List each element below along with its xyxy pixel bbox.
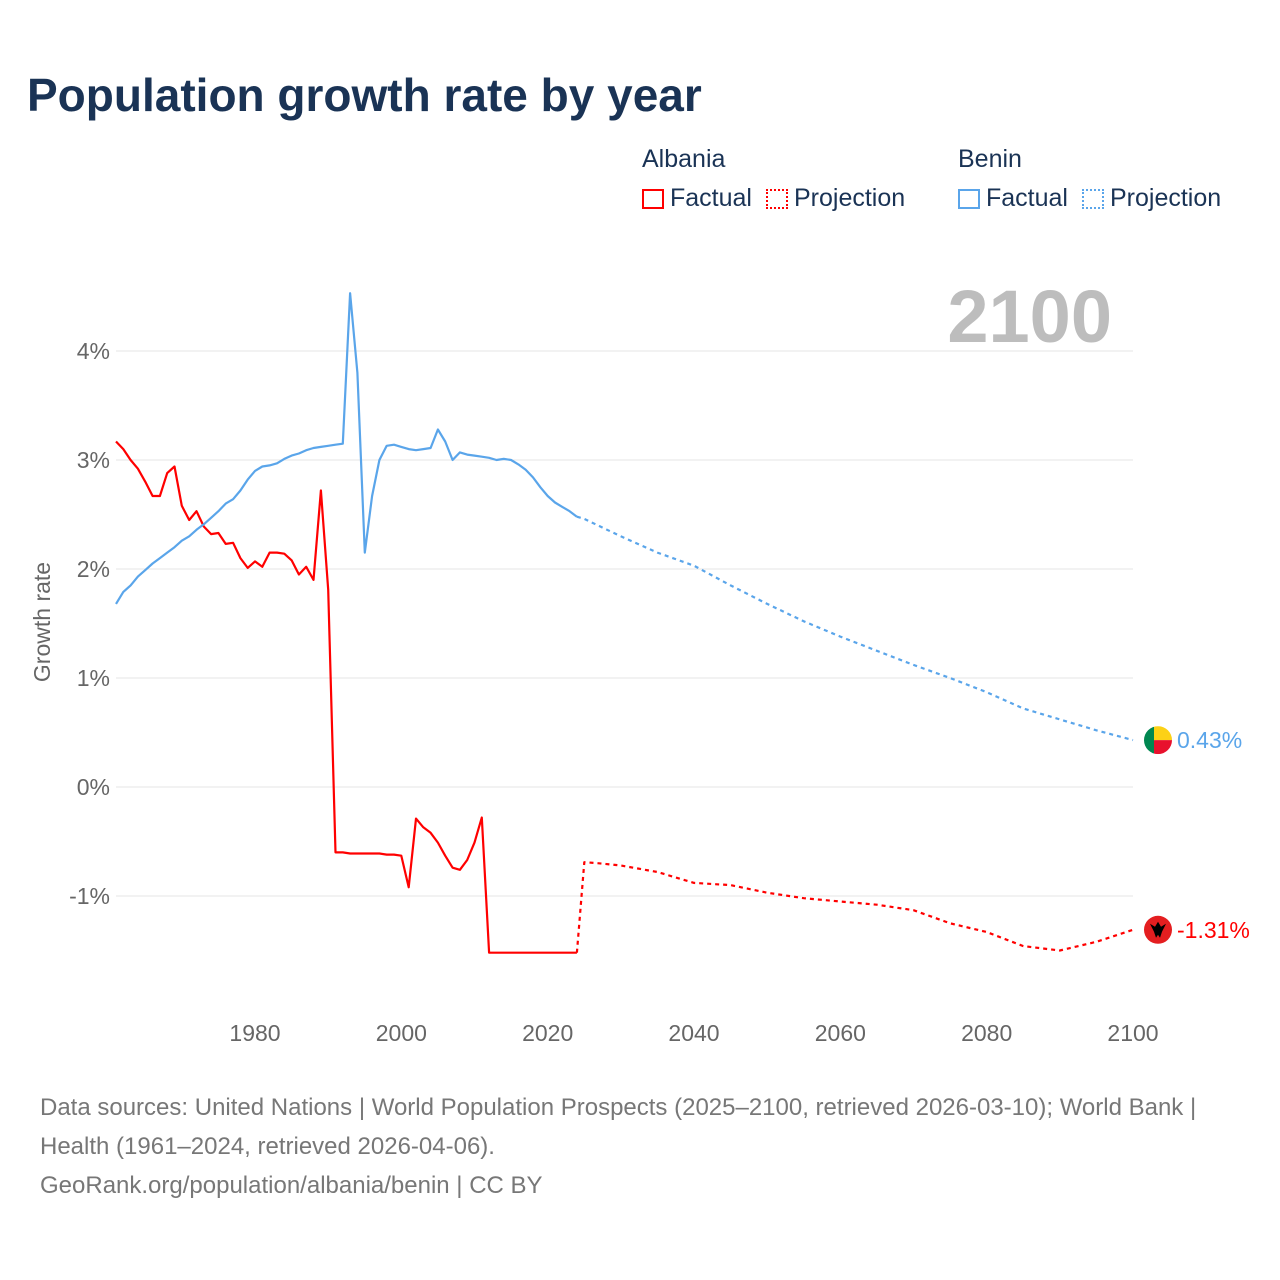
dotted-swatch-icon [1081,188,1104,209]
page-title: Population growth rate by year [27,69,702,121]
eagle-icon [1150,921,1166,938]
legend-albania-factual[interactable]: Factual [642,184,752,213]
series-line-albania-projection [575,861,1134,953]
dotted-swatch-icon [765,188,788,209]
chart: 4% 3% 2% 1% 0% -1% 1980 2000 2020 2040 2060 2080 210… [29,275,1250,1046]
benin-end-label: 0.43% [1177,727,1242,753]
data-sources: Data sources: United Nations | World Pop… [40,1094,1197,1160]
y-tick-label: 1% [77,665,110,691]
y-tick-label: 0% [77,774,110,800]
series-line-benin-projection [576,515,1134,742]
albania-flag-marker [1144,915,1172,944]
legend-group-title: Benin [958,145,1022,173]
x-tick-label: 2020 [522,1020,573,1046]
legend-albania-projection[interactable]: Projection [765,184,906,213]
albania-end-label: -1.31% [1177,917,1250,943]
flag-red [1154,740,1172,755]
legend-label: Projection [1109,184,1222,212]
legend-label: Factual [670,184,752,212]
legend-group-title: Albania [642,145,726,173]
x-tick-label: 2080 [961,1020,1012,1046]
footer: Data sources: United Nations | World Pop… [40,1088,1240,1205]
legend-group-albania: Albania Factual Projection [642,145,905,213]
series-line-albania-factual [115,440,577,954]
x-tick-label: 2040 [668,1020,719,1046]
y-axis-label: Growth rate [29,562,55,682]
legend-benin-factual[interactable]: Factual [958,184,1068,213]
x-tick-label: 1980 [229,1020,280,1046]
y-tick-label: -1% [69,883,110,909]
y-tick-label: 3% [77,447,110,473]
legend-group-benin: Benin Factual Projection [958,145,1221,213]
series-line-benin-factual [115,292,578,605]
x-tick-label: 2100 [1107,1020,1158,1046]
x-tick-label: 2000 [376,1020,427,1046]
flag-green [1144,726,1154,755]
y-tick-label: 2% [77,556,110,582]
solid-swatch-icon [642,188,664,209]
year-label: 2100 [947,275,1112,358]
y-tick-label: 4% [77,338,110,364]
benin-flag-marker [1144,726,1172,755]
flag-yellow [1154,726,1172,741]
legend-benin-projection[interactable]: Projection [1081,184,1222,213]
legend-label: Factual [986,184,1068,212]
legend-label: Projection [793,184,906,212]
x-tick-label: 2060 [815,1020,866,1046]
credit-link[interactable]: GeoRank.org/population/albania/benin | C… [40,1172,543,1199]
solid-swatch-icon [958,188,980,209]
